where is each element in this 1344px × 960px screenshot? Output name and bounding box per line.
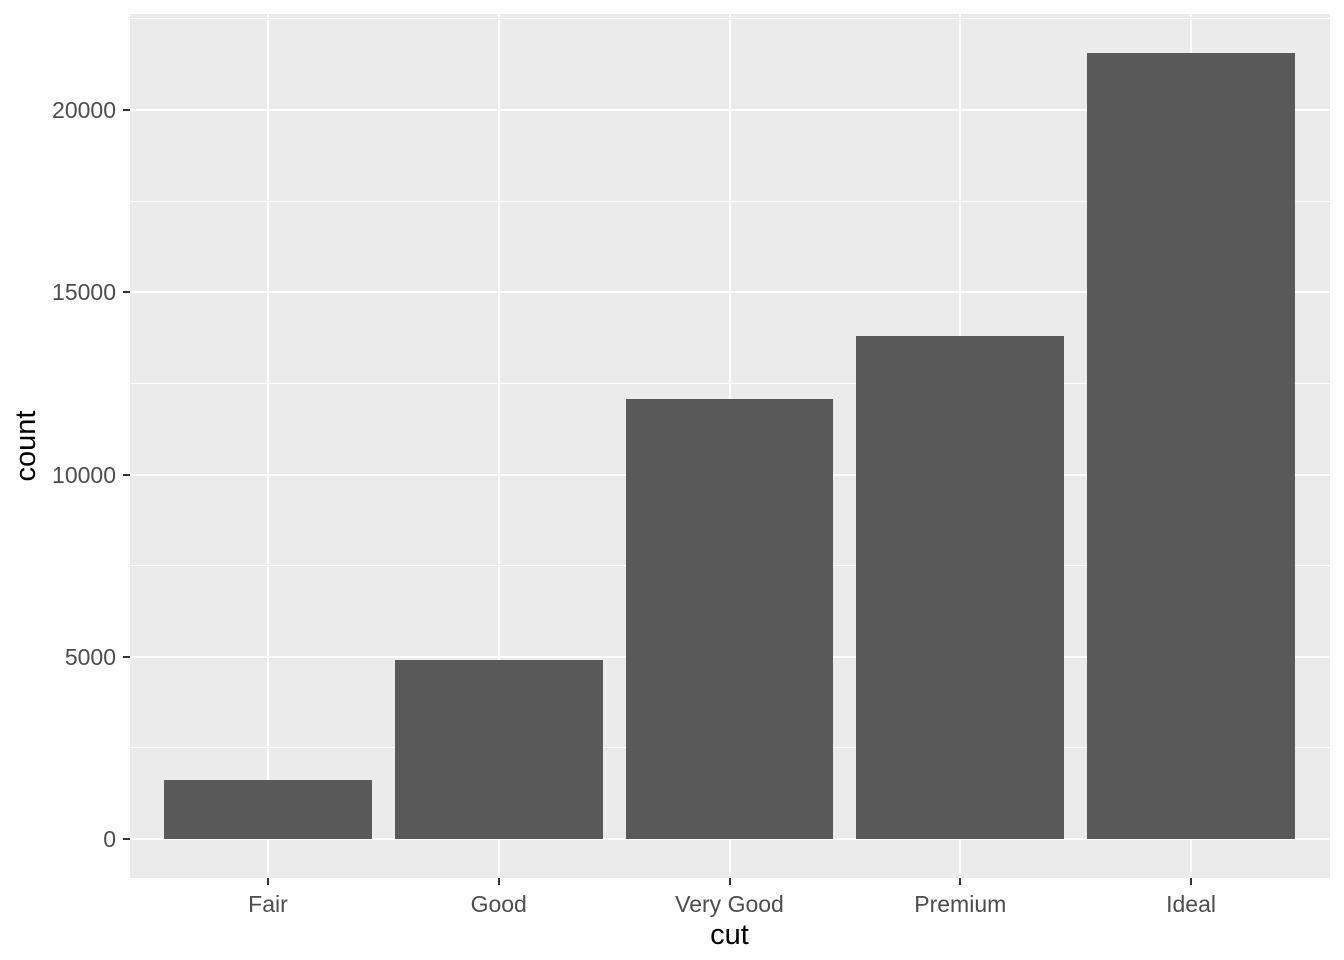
x-axis-tick-label: Very Good bbox=[675, 891, 784, 918]
bar-fair bbox=[164, 780, 372, 839]
y-axis-tick-mark bbox=[122, 838, 130, 840]
bar-very-good bbox=[625, 398, 834, 839]
x-axis-tick-label: Premium bbox=[914, 891, 1007, 918]
x-axis-tick-label: Ideal bbox=[1166, 891, 1216, 918]
y-axis-tick-mark bbox=[122, 291, 130, 294]
bar-premium bbox=[856, 336, 1065, 839]
x-axis-tick-mark bbox=[266, 878, 269, 886]
y-axis-tick-label: 0 bbox=[103, 826, 116, 852]
y-axis-tick-label: 15000 bbox=[52, 279, 116, 306]
y-axis-tick-label: 5000 bbox=[64, 643, 116, 670]
y-axis-tick-label: 10000 bbox=[52, 461, 116, 488]
y-axis-tick-mark bbox=[122, 473, 130, 476]
x-axis-tick-mark bbox=[728, 878, 731, 886]
y-axis-tick-label: 20000 bbox=[52, 97, 116, 124]
x-axis-tick-mark bbox=[497, 878, 500, 886]
gridline-major-x bbox=[497, 14, 500, 879]
plot-panel bbox=[129, 14, 1330, 879]
bar-ideal bbox=[1087, 53, 1295, 839]
x-axis-tick-label: Good bbox=[470, 891, 527, 918]
x-axis-title: cut bbox=[710, 919, 749, 951]
y-axis-tick-mark bbox=[122, 109, 130, 112]
x-axis-tick-mark bbox=[1190, 878, 1193, 886]
x-axis-tick-label: Fair bbox=[248, 891, 288, 918]
gridline-major-x bbox=[266, 14, 269, 879]
bar-good bbox=[394, 660, 603, 839]
y-axis-tick-mark bbox=[122, 655, 130, 658]
x-axis-tick-mark bbox=[959, 878, 962, 886]
